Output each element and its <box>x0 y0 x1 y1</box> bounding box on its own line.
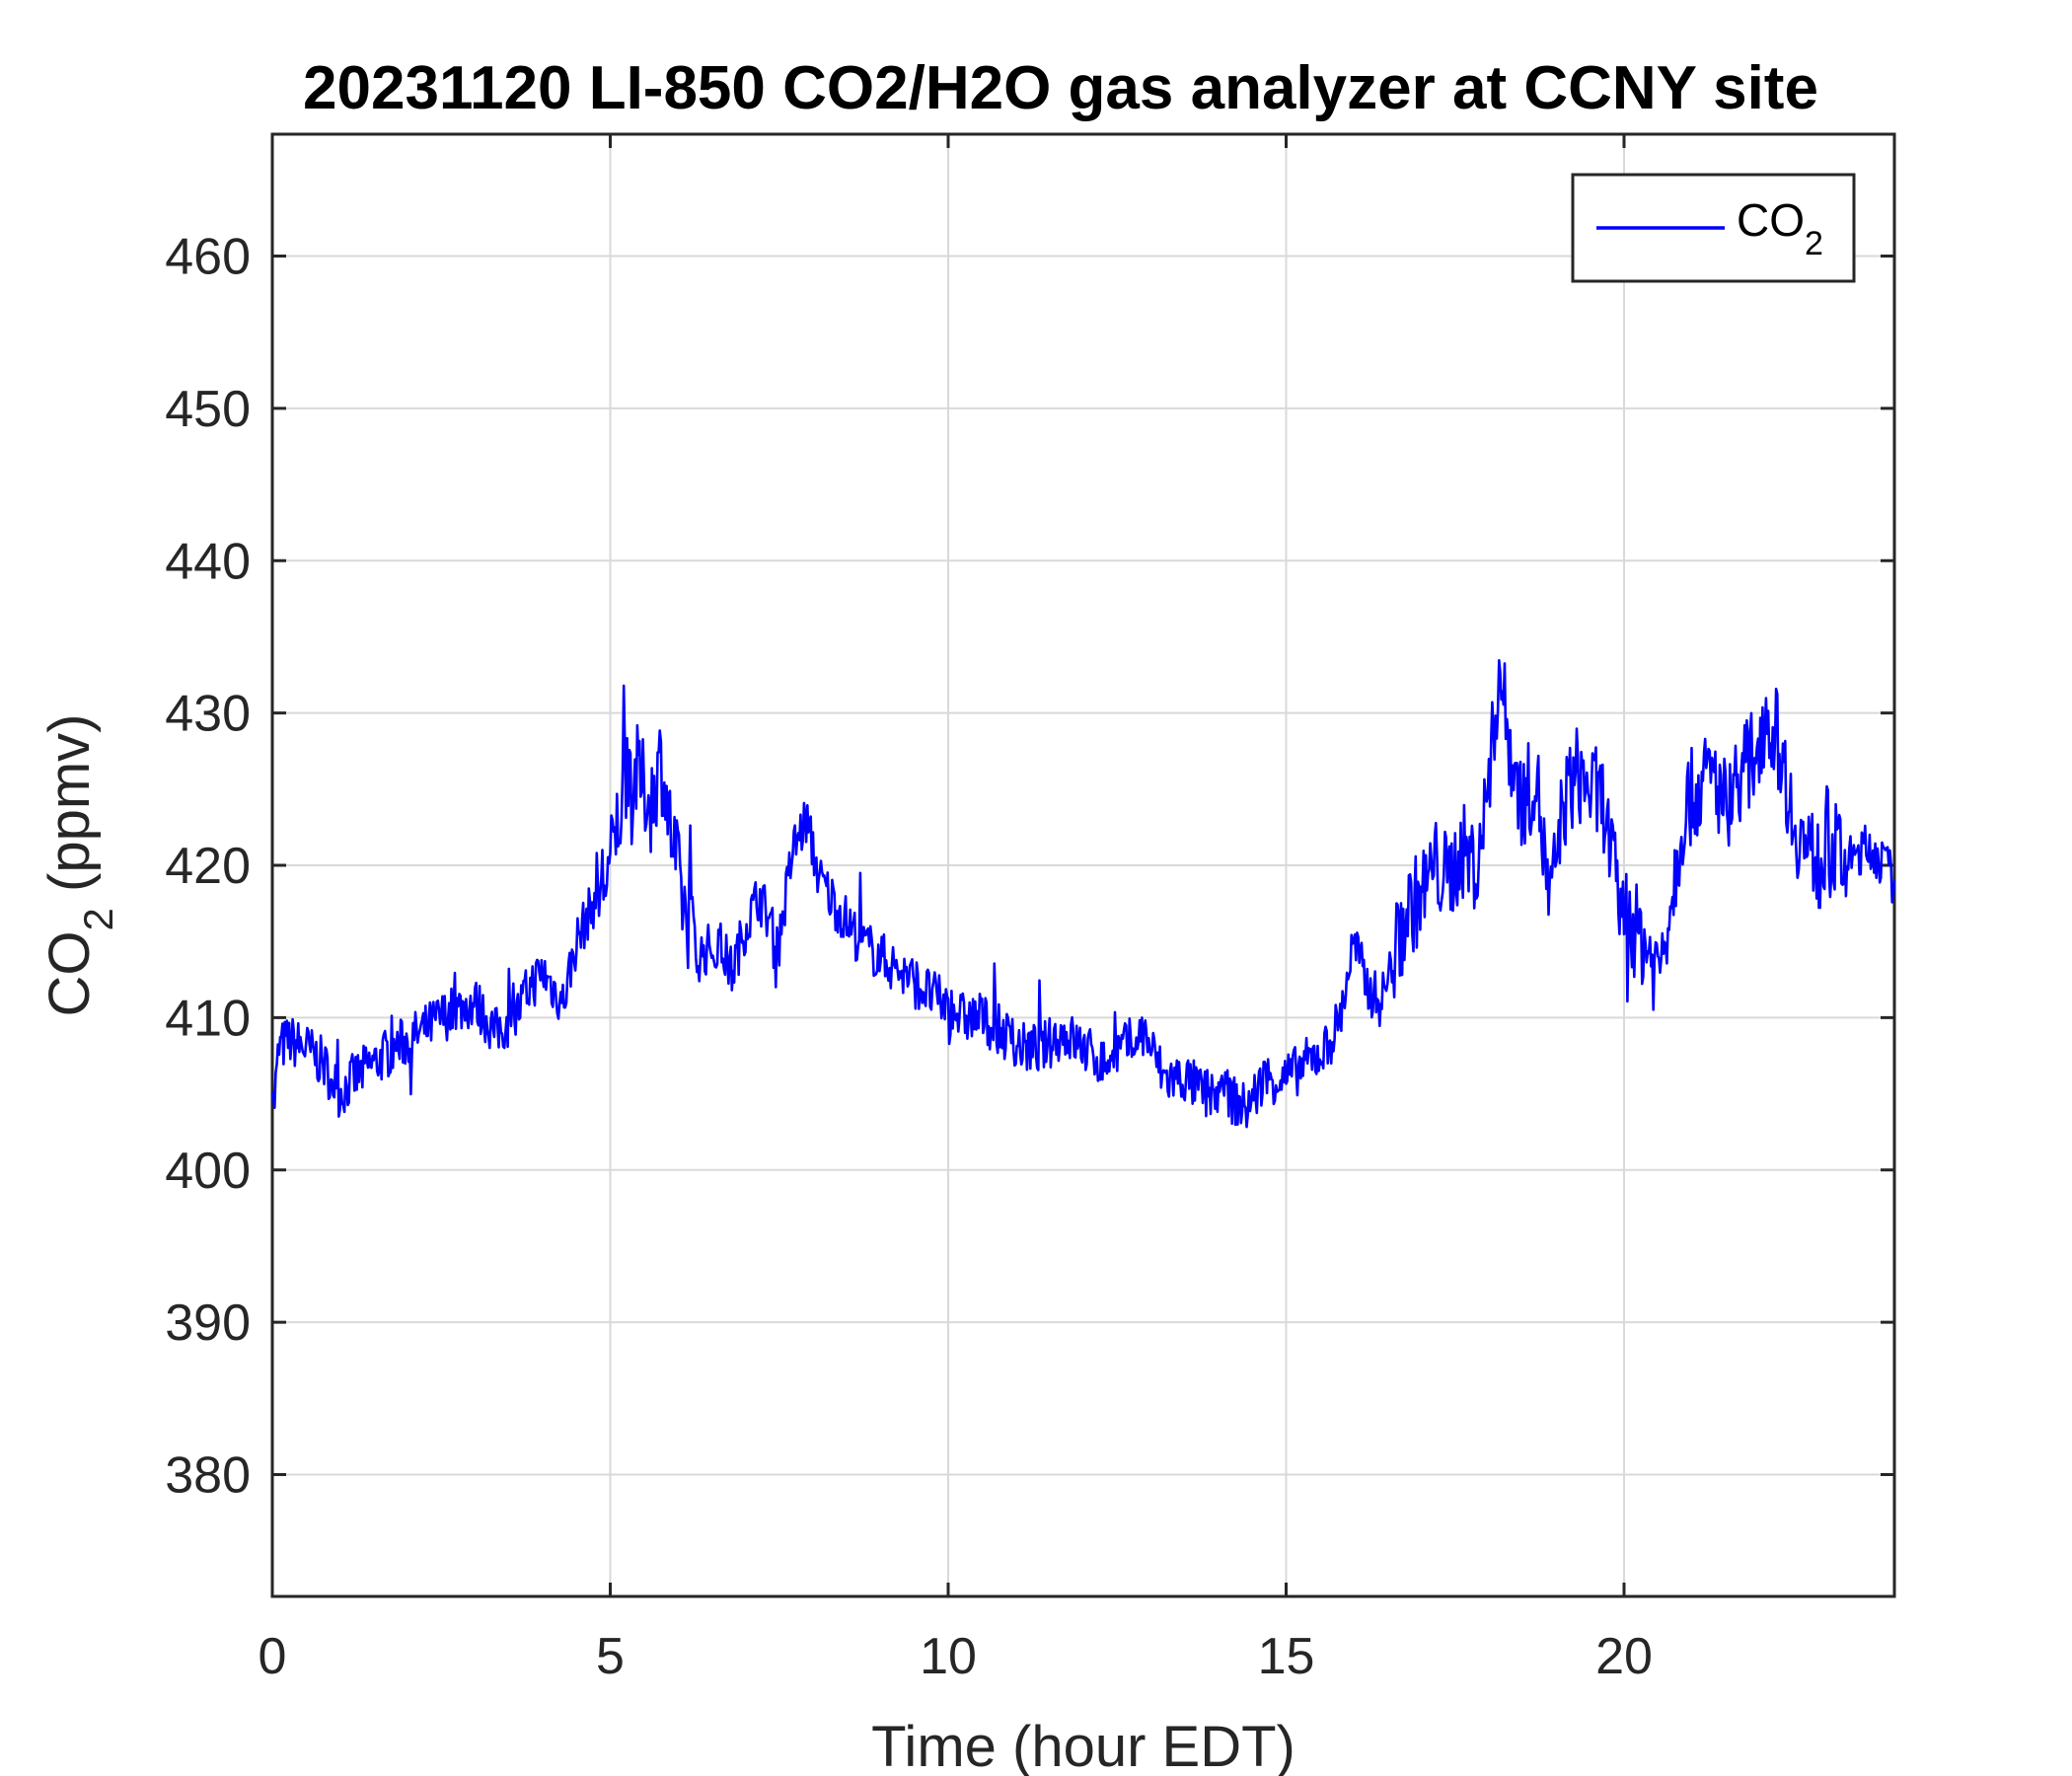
grid-lines <box>271 134 1894 1596</box>
co2-series-line <box>270 659 1896 1129</box>
legend-entry-main: CO <box>1737 194 1805 246</box>
y-tick-label: 440 <box>165 533 251 590</box>
x-tick-label: 0 <box>259 1628 287 1685</box>
y-tick-label: 460 <box>165 229 251 286</box>
y-tick-label: 390 <box>165 1295 251 1352</box>
x-tick-label: 15 <box>1258 1628 1315 1685</box>
y-tick-label: 420 <box>165 838 251 895</box>
series-group <box>270 659 1896 1129</box>
y-tick-label: 450 <box>165 381 251 438</box>
y-axis-label-unit: (ppmv) <box>37 714 102 909</box>
y-axis-label-main: CO <box>37 930 102 1016</box>
axis-ticks: 380 390 400 410 420 430 440 450 460 0 5 10 15 20 <box>165 134 1894 1685</box>
y-tick-label: 410 <box>165 990 251 1047</box>
legend-entry-subscript: 2 <box>1805 225 1823 262</box>
x-tick-label: 10 <box>920 1628 977 1685</box>
y-tick-label: 430 <box>165 686 251 743</box>
y-tick-label: 380 <box>165 1447 251 1505</box>
x-axis-label: Time (hour EDT) <box>871 1715 1295 1776</box>
x-tick-label: 20 <box>1595 1628 1653 1685</box>
y-axis-label-subscript: 2 <box>75 908 121 930</box>
y-tick-label: 400 <box>165 1143 251 1200</box>
legend-entry-co2: CO2 <box>1737 194 1823 262</box>
chart-title: 20231120 LI-850 CO2/H2O gas analyzer at … <box>303 54 1818 122</box>
x-tick-label: 5 <box>596 1628 625 1685</box>
legend: CO2 <box>1571 173 1856 283</box>
y-axis-label: CO2 (ppmv) <box>37 714 121 1017</box>
